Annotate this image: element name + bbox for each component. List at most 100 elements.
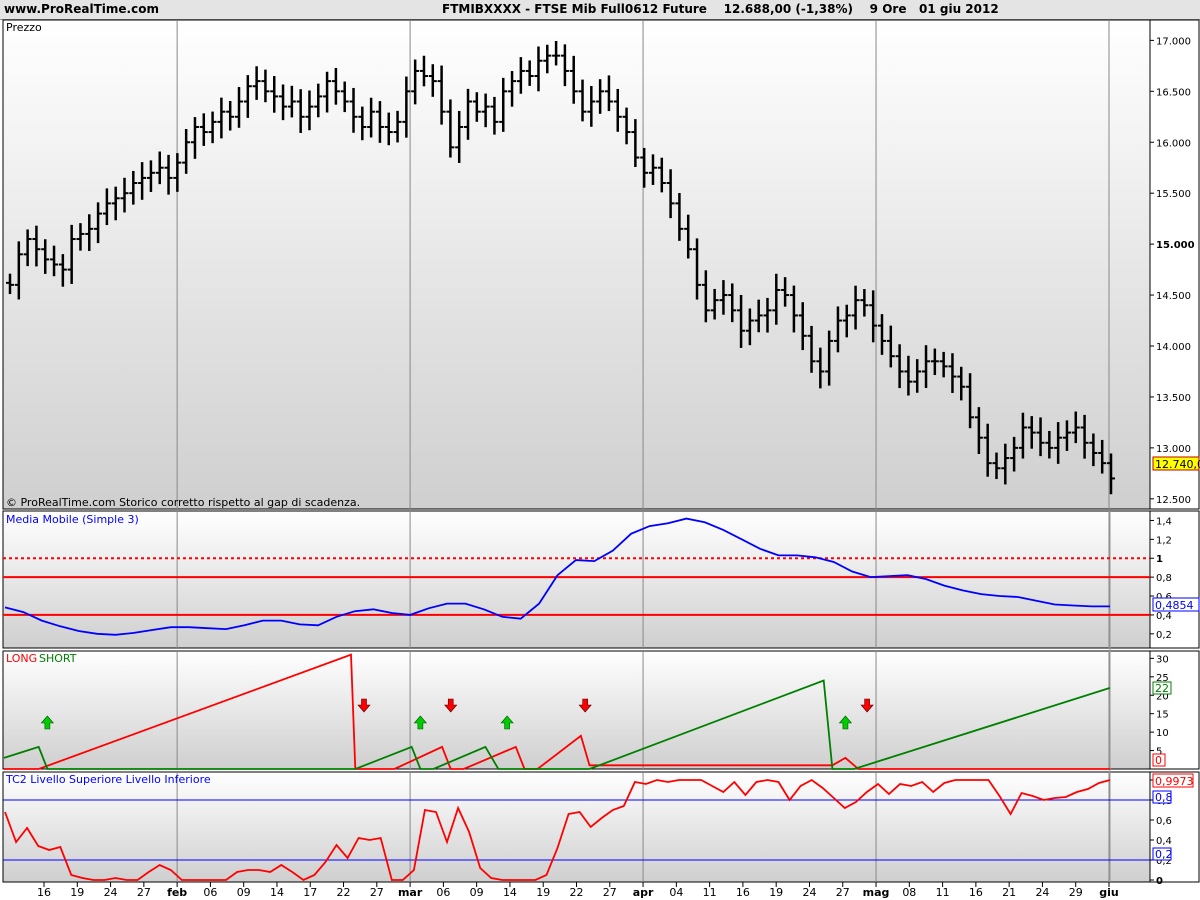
x-tick-label: 27	[836, 886, 850, 899]
price-panel-footer: © ProRealTime.com Storico corretto rispe…	[6, 496, 360, 509]
price-bar	[190, 117, 199, 159]
short-signal-down-arrow-icon	[357, 698, 371, 713]
price-bar	[340, 81, 349, 113]
x-tick-label: feb	[167, 886, 187, 899]
axis-area-ma	[1149, 510, 1200, 649]
price-bar	[851, 285, 860, 330]
y-tick-label: 1	[1156, 554, 1163, 565]
price-bar	[279, 84, 288, 121]
x-tick-label: 22	[337, 886, 351, 899]
price-bar	[710, 288, 719, 320]
y-tick-label: 0,4	[1156, 611, 1172, 622]
price-bar	[613, 88, 622, 132]
long-signal-up-arrow-icon	[838, 715, 853, 730]
y-tick-label: 17.000	[1156, 36, 1191, 47]
price-bar	[305, 90, 314, 131]
price-bar	[798, 302, 807, 351]
y-tick-label: 15.000	[1156, 240, 1195, 251]
price-bar	[578, 79, 587, 122]
ls-long-badge: 0	[1152, 753, 1166, 767]
price-bar	[1107, 453, 1115, 495]
price-bar	[446, 99, 455, 158]
x-tick-label: apr	[633, 886, 654, 899]
site-name[interactable]: www.ProRealTime.com	[4, 2, 159, 16]
price-bar	[261, 69, 270, 103]
price-current-badge: 12.740,0	[1152, 456, 1200, 471]
price-bar	[1045, 430, 1054, 459]
short-signal-down-arrow-icon	[578, 698, 592, 713]
price-bar	[922, 345, 931, 388]
y-tick-label: 0,4	[1156, 836, 1172, 847]
y-tick-label: 13.000	[1156, 444, 1191, 455]
y-tick-label: 14.500	[1156, 291, 1191, 302]
price-bar	[499, 77, 508, 132]
price-bar	[966, 373, 975, 429]
price-bar	[217, 97, 226, 139]
y-tick-label: 0,2	[1156, 630, 1172, 641]
price-bar	[164, 154, 173, 195]
x-tick-label: giu	[1099, 886, 1118, 899]
ma-line	[4, 517, 1110, 636]
price-bar	[428, 64, 437, 97]
price-bar	[737, 294, 746, 348]
chart-title: FTMIBXXXX - FTSE Mib Full0612 Future 12.…	[442, 2, 999, 16]
x-tick-label: 24	[1035, 886, 1049, 899]
x-tick-label: 16	[736, 886, 750, 899]
price-bar	[6, 273, 14, 295]
y-tick-label: 0,6	[1156, 816, 1172, 827]
y-tick-label: 15.500	[1156, 189, 1191, 200]
price-bar	[754, 299, 763, 333]
price-bar	[675, 192, 684, 241]
svg-text:0,2: 0,2	[1155, 848, 1173, 861]
price-bar	[85, 214, 94, 251]
price-bar	[728, 283, 737, 323]
price-bar	[173, 153, 182, 192]
price-bar	[76, 223, 85, 251]
price-bar	[640, 147, 649, 188]
price-bar	[437, 65, 446, 125]
x-tick-label: 22	[570, 886, 584, 899]
price-bar	[1071, 411, 1080, 444]
price-bar	[472, 92, 481, 122]
x-tick-label: 11	[936, 886, 950, 899]
price-bar	[411, 59, 420, 105]
price-bar	[50, 245, 59, 277]
price-bar	[745, 308, 754, 346]
price-bar	[243, 75, 252, 118]
price-bar	[481, 93, 490, 128]
price-bar	[781, 277, 790, 307]
price-bar	[648, 154, 657, 185]
price-bar	[32, 225, 41, 267]
y-tick-label: 16.000	[1156, 138, 1191, 149]
x-tick-label: 24	[104, 886, 118, 899]
price-bar	[719, 280, 728, 315]
x-tick-label: 17	[303, 886, 317, 899]
price-bar	[1001, 443, 1010, 485]
price-bar	[455, 110, 464, 163]
y-tick-label: 0,8	[1156, 573, 1172, 584]
y-tick-label: 30	[1156, 654, 1169, 665]
price-bar	[1018, 412, 1027, 459]
price-bar	[939, 351, 948, 378]
price-bar	[349, 87, 358, 133]
price-bar	[631, 119, 640, 168]
price-bar	[367, 97, 376, 138]
price-bar	[323, 71, 332, 113]
price-bar	[816, 347, 825, 389]
price-bar	[155, 151, 164, 185]
x-tick-label: 19	[70, 886, 84, 899]
svg-text:0,4854: 0,4854	[1155, 599, 1194, 612]
price-bar	[693, 238, 702, 300]
x-tick-label: 27	[137, 886, 151, 899]
price-bar	[252, 66, 261, 100]
price-bar	[419, 55, 428, 87]
price-bar	[789, 285, 798, 333]
price-bar	[516, 57, 525, 94]
axis-area-tc2	[1149, 771, 1200, 883]
x-tick-label: 29	[1069, 886, 1083, 899]
price-bar	[402, 76, 411, 138]
price-bar	[807, 325, 816, 373]
x-tick-label: 27	[603, 886, 617, 899]
y-tick-label: 1,4	[1156, 516, 1172, 527]
